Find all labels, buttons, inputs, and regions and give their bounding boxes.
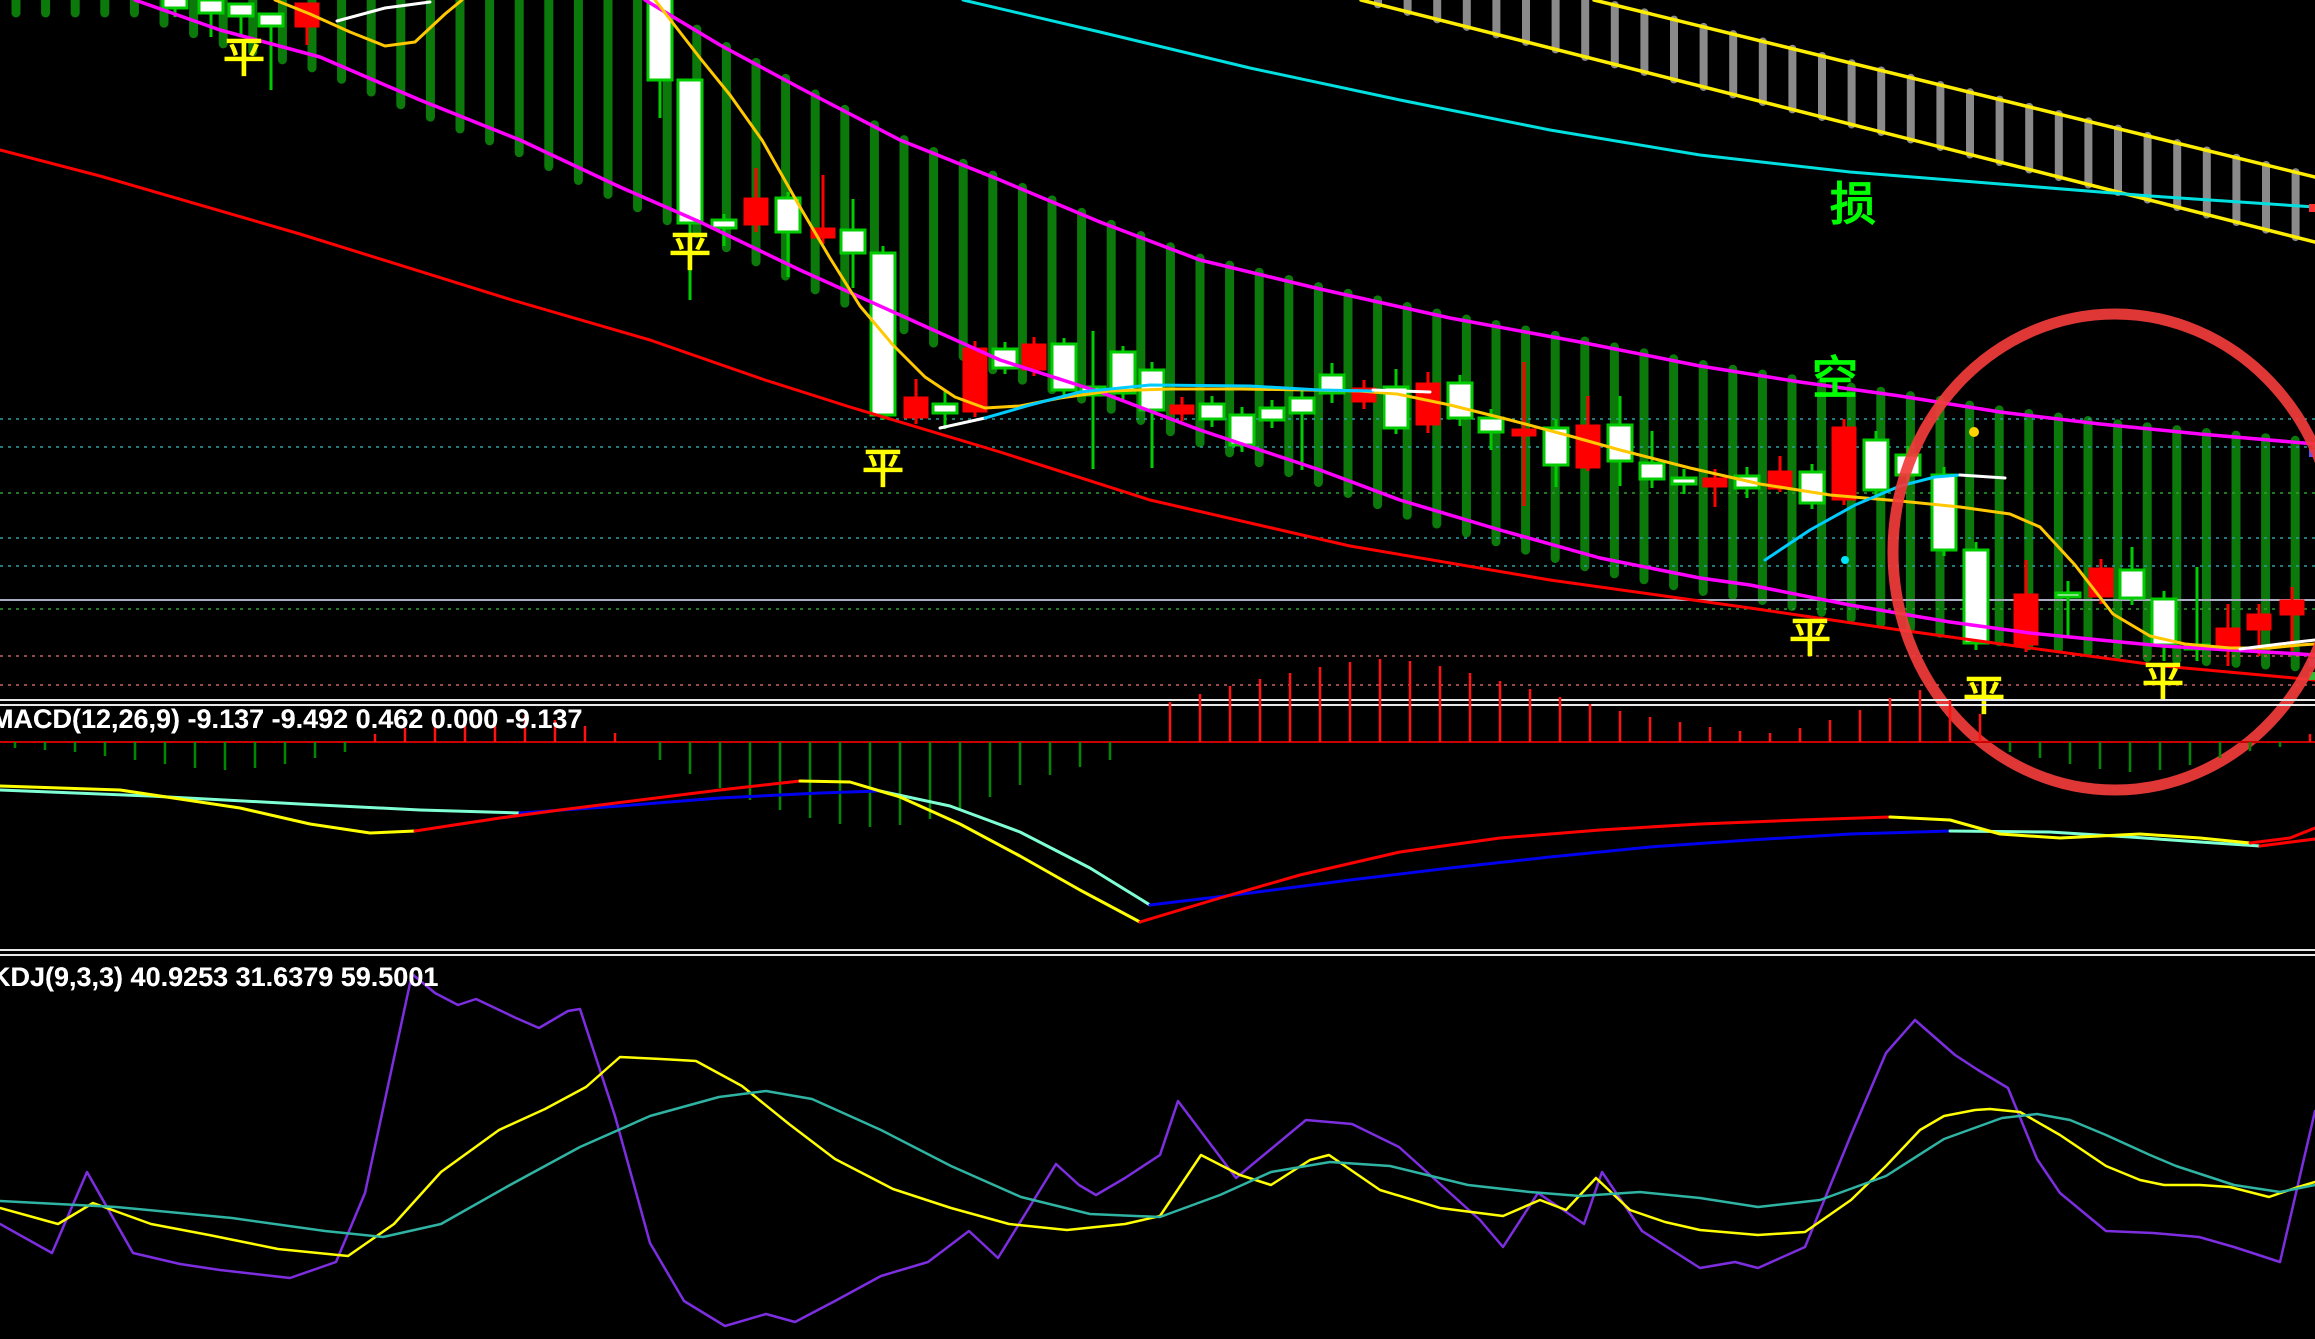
- candle: [1511, 362, 1537, 506]
- flat-marker: 平: [223, 34, 265, 81]
- candle: [1288, 391, 1316, 470]
- candle: [1575, 396, 1601, 471]
- candle: [1930, 467, 1958, 556]
- candle: [1446, 375, 1474, 426]
- candle: [903, 379, 929, 424]
- candle: [1415, 372, 1441, 433]
- candle: [1050, 338, 1078, 396]
- candle: [1670, 469, 1698, 494]
- candle: [646, 0, 674, 118]
- candle: [1258, 400, 1286, 428]
- flat-marker: 平: [669, 228, 711, 275]
- candle: [1318, 363, 1346, 403]
- candle: [2279, 587, 2305, 651]
- flat-marker: 平: [862, 445, 904, 492]
- candle: [1831, 419, 1857, 505]
- candle: [227, 2, 255, 35]
- kdj-panel[interactable]: [0, 972, 2315, 1328]
- panel-separators[interactable]: [0, 699, 2315, 956]
- candle: [1606, 396, 1634, 486]
- candle: [931, 391, 959, 429]
- main-overlay-lines: [0, 0, 2315, 682]
- candle: [810, 175, 836, 244]
- candle: [2118, 547, 2146, 605]
- candle: [1702, 469, 1728, 507]
- candle: [1198, 396, 1226, 427]
- loss-marker: 损: [1830, 178, 1876, 230]
- candle: [1169, 397, 1195, 421]
- kdj-indicator-label: KDJ(9,3,3) 40.9253 31.6379 59.5001: [0, 962, 439, 992]
- flat-marker: 平: [2142, 658, 2184, 705]
- candle: [710, 214, 738, 246]
- macd-indicator-label: MACD(12,26,9) -9.137 -9.492 0.462 0.000 …: [0, 704, 583, 734]
- candlesticks[interactable]: [161, 0, 2305, 666]
- candle: [2215, 604, 2241, 666]
- candle: [743, 168, 769, 232]
- annotation-ellipse[interactable]: [1887, 308, 2315, 796]
- flat-marker: 平: [1963, 672, 2005, 719]
- candle: [1962, 542, 1990, 650]
- candle: [257, 12, 285, 90]
- candle: [1798, 464, 1826, 509]
- stoploss-channel: [1359, 0, 2315, 244]
- candle: [1862, 431, 1890, 497]
- candle: [676, 78, 704, 300]
- candle: [2054, 581, 2082, 638]
- macd-panel[interactable]: [0, 659, 2315, 924]
- candle: [839, 199, 867, 288]
- candle: [2013, 560, 2039, 652]
- candle: [1109, 346, 1137, 399]
- candle: [197, 0, 225, 37]
- flat-marker: 平: [1789, 614, 1831, 661]
- short-marker: 空: [1812, 352, 1858, 404]
